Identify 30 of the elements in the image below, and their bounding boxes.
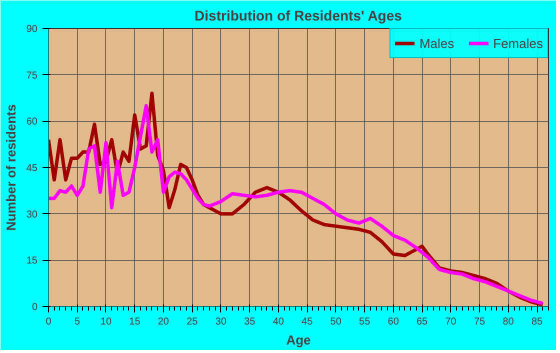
y-tick-label: 30 <box>26 209 38 220</box>
x-tick-label: 45 <box>302 316 314 328</box>
x-tick-label: 80 <box>502 316 514 328</box>
x-tick-label: 0 <box>46 316 52 328</box>
x-tick-label: 85 <box>531 316 544 328</box>
x-tick-label: 40 <box>272 316 284 328</box>
x-tick-label: 5 <box>74 316 80 328</box>
y-tick-label: 90 <box>26 24 38 35</box>
x-tick-label: 30 <box>215 316 227 328</box>
x-tick-label: 65 <box>416 316 428 328</box>
x-tick-label: 35 <box>244 316 256 328</box>
x-tick-label: 55 <box>359 316 371 328</box>
y-tick-label: 75 <box>26 70 38 82</box>
x-tick-label: 60 <box>388 316 400 328</box>
legend-label: Males <box>419 36 454 50</box>
x-tick-label: 25 <box>186 316 198 328</box>
x-tick-label: 20 <box>158 316 170 328</box>
legend-label: Females <box>493 36 543 50</box>
y-tick-label: 45 <box>26 163 38 174</box>
y-tick-label: 15 <box>26 256 38 267</box>
x-tick-label: 50 <box>330 316 342 328</box>
x-tick-label: 15 <box>129 316 141 328</box>
y-tick-label: 0 <box>32 302 38 313</box>
x-tick-label: 10 <box>100 316 112 328</box>
x-tick-label: 75 <box>474 316 486 328</box>
y-tick-label: 60 <box>26 116 38 128</box>
chart-title: Distribution of Residents' Ages <box>194 8 402 24</box>
y-axis-title: Number of residents <box>3 104 18 231</box>
x-axis-title: Age <box>286 332 311 348</box>
x-tick-label: 70 <box>445 316 457 328</box>
